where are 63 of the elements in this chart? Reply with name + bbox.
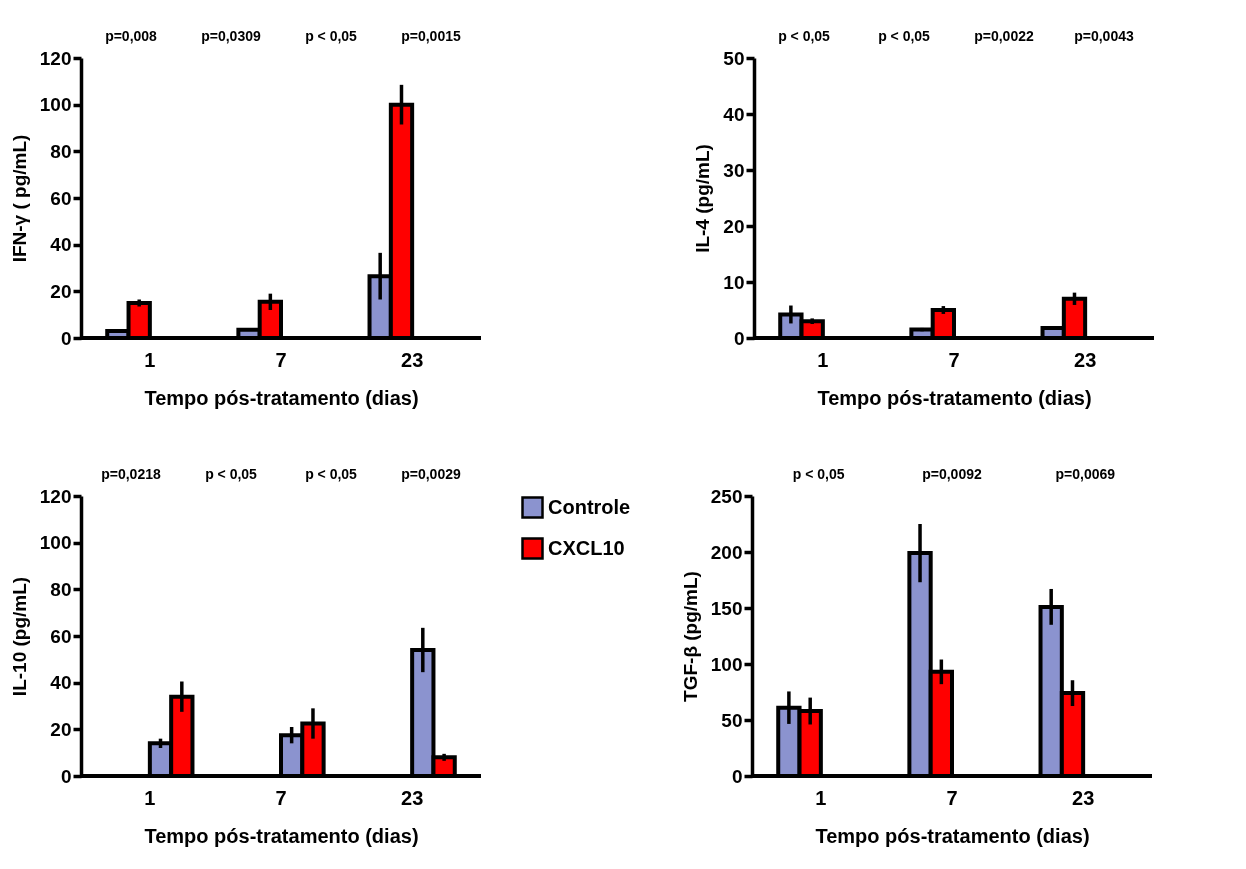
- x-tick-label: 1: [815, 786, 827, 809]
- legend-label: Controle: [548, 495, 631, 518]
- y-tick-label: 0: [60, 327, 72, 349]
- y-axis-title: IL-4 (pg/mL): [692, 144, 714, 253]
- y-tick-label: 0: [733, 327, 745, 349]
- x-axis-title: Tempo pós-tratamento (dias): [144, 386, 419, 409]
- text: p < 0,05: [792, 466, 845, 482]
- text: p=0,0015: [401, 28, 461, 44]
- y-tick-label: 120: [39, 47, 72, 69]
- x-tick-label: 1: [144, 786, 156, 809]
- y-tick-label: 100: [710, 653, 743, 675]
- x-axis-title: Tempo pós-tratamento (dias): [815, 824, 1090, 847]
- y-tick-label: 20: [50, 280, 72, 302]
- y-tick-label: 80: [50, 578, 72, 600]
- y-tick-label: 40: [50, 234, 72, 256]
- x-tick-label: 23: [401, 786, 424, 809]
- y-tick-label: 0: [731, 765, 743, 787]
- x-tick-label: 23: [1072, 786, 1095, 809]
- y-tick-label: 250: [710, 485, 743, 507]
- text: p=0,0092: [922, 466, 982, 482]
- y-axis-title: TGF-β (pg/mL): [679, 571, 701, 702]
- y-tick-label: 150: [710, 597, 743, 619]
- x-tick-label: 7: [275, 348, 287, 371]
- text: p < 0,05: [305, 28, 358, 44]
- x-tick-label: 23: [1074, 348, 1097, 371]
- x-tick-label: 1: [144, 348, 156, 371]
- y-tick-label: 100: [39, 94, 72, 116]
- text: p < 0,05: [778, 28, 831, 44]
- y-tick-label: 40: [50, 672, 72, 694]
- text: p < 0,05: [205, 466, 258, 482]
- y-tick-label: 80: [50, 140, 72, 162]
- text: p=0,0029: [401, 466, 461, 482]
- y-axis-title: IL-10 (pg/mL): [8, 576, 30, 697]
- x-axis-title: Tempo pós-tratamento (dias): [144, 824, 419, 847]
- text: p < 0,05: [878, 28, 931, 44]
- text: p=0,0218: [101, 466, 161, 482]
- y-tick-label: 200: [710, 541, 743, 563]
- text: p < 0,05: [305, 466, 358, 482]
- y-tick-label: 50: [723, 47, 745, 69]
- text: p=0,0309: [201, 28, 261, 44]
- y-tick-label: 0: [60, 765, 72, 787]
- y-tick-label: 20: [723, 215, 745, 237]
- y-tick-label: 120: [39, 485, 72, 507]
- x-tick-label: 7: [948, 348, 960, 371]
- y-tick-label: 60: [50, 625, 72, 647]
- y-tick-label: 60: [50, 187, 72, 209]
- y-tick-label: 40: [723, 103, 745, 125]
- y-tick-label: 50: [721, 709, 743, 731]
- x-tick-label: 1: [817, 348, 829, 371]
- legend-label: CXCL10: [548, 536, 625, 559]
- y-tick-label: 30: [723, 159, 745, 181]
- text: p=0,0022: [974, 28, 1034, 44]
- text: p=0,0043: [1074, 28, 1134, 44]
- y-tick-label: 10: [723, 271, 745, 293]
- y-tick-label: 20: [50, 718, 72, 740]
- x-tick-label: 7: [946, 786, 958, 809]
- text: p=0,0069: [1055, 466, 1116, 482]
- x-axis-title: Tempo pós-tratamento (dias): [817, 386, 1092, 409]
- x-tick-label: 23: [401, 348, 424, 371]
- text: p=0,008: [105, 28, 158, 44]
- y-axis-title: IFN-γ ( pg/mL): [8, 134, 30, 263]
- y-tick-label: 100: [39, 532, 72, 554]
- x-tick-label: 7: [275, 786, 287, 809]
